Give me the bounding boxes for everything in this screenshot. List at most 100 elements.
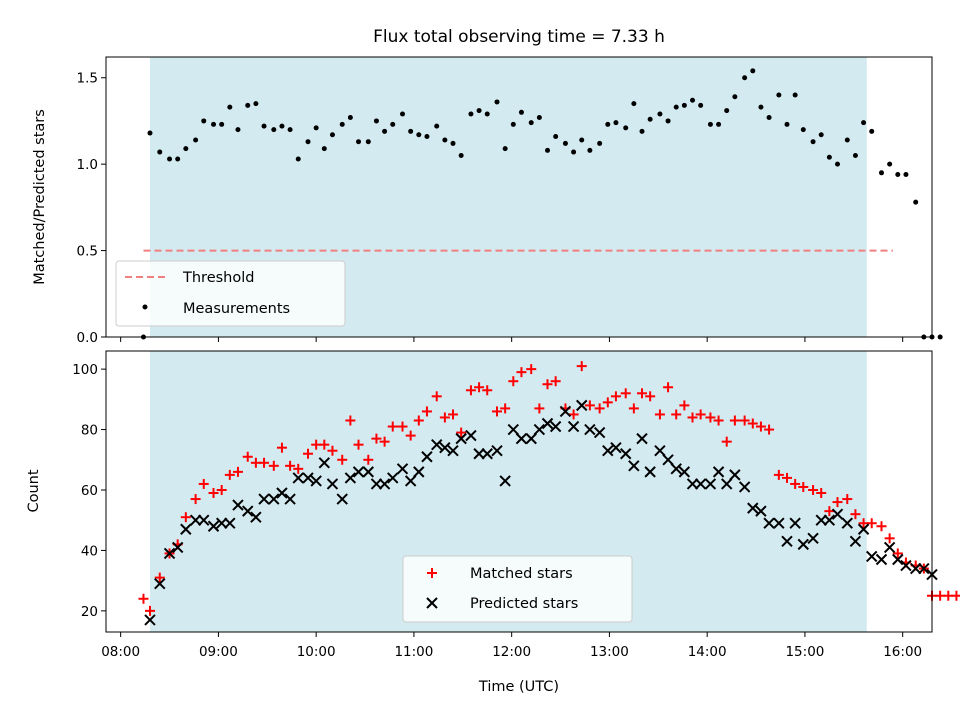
x-stroke: [370, 478, 383, 490]
predicted-star-point: [154, 577, 166, 590]
measurement-point: [716, 121, 722, 127]
predicted-star-point: [232, 499, 244, 511]
measurement-point: [313, 125, 319, 131]
predicted-star-point: [567, 420, 580, 433]
measurement-point: [305, 139, 311, 145]
matched-star-point: [808, 484, 819, 495]
x-stroke: [189, 514, 202, 526]
predicted-star-point: [344, 472, 357, 484]
x-stroke: [336, 493, 348, 505]
x-stroke: [276, 487, 288, 499]
matched-star-point: [500, 403, 511, 414]
x-stroke: [738, 481, 751, 493]
predicted-star-point: [823, 514, 836, 526]
predicted-star-point: [636, 432, 648, 445]
predicted-star-point: [712, 466, 725, 478]
x-stroke: [686, 478, 699, 490]
predicted-star-point: [875, 553, 888, 566]
matched-star-point: [397, 421, 408, 432]
predicted-star-point: [421, 451, 433, 463]
bottom-legend-box: [402, 555, 633, 623]
x-stroke: [318, 457, 331, 469]
measurement-point: [878, 170, 884, 176]
predicted-star-point: [694, 478, 707, 490]
legend-plus-marker: [427, 568, 437, 578]
matched-star-point: [782, 472, 793, 483]
predicted-star-point: [670, 463, 682, 475]
measurement-point: [408, 128, 414, 134]
measurement-point: [623, 125, 629, 131]
bottom-y-tick-label: 100: [72, 362, 98, 378]
matched-star-point: [713, 415, 724, 426]
predicted-star-point: [439, 441, 451, 454]
matched-star-point: [687, 412, 698, 423]
bottom-plot-area: [138, 361, 960, 626]
x-tick-label: 16:00: [883, 644, 922, 660]
matched-star-point: [832, 497, 843, 508]
measurement-point: [724, 108, 730, 114]
matched-star-point: [319, 439, 330, 450]
legend-x-marker: [426, 597, 438, 609]
top-panel: 0.0 0.5 1.0 1.5 Matched/Predicted stars Thr…: [32, 56, 943, 346]
predicted-star-point: [644, 466, 656, 478]
predicted-star-point: [378, 478, 391, 490]
predicted-star-point: [447, 445, 459, 457]
x-stroke: [773, 517, 785, 529]
x-stroke: [584, 423, 596, 436]
predicted-star-point: [628, 460, 640, 472]
predicted-star-point: [258, 493, 270, 505]
x-stroke: [144, 614, 156, 626]
x-stroke: [387, 472, 399, 484]
bottom-y-tick-label: 80: [81, 423, 98, 439]
measurement-point: [903, 172, 909, 178]
measurement-point: [175, 156, 181, 162]
matched-star-point: [198, 478, 209, 489]
x-stroke: [302, 472, 314, 484]
predicted-star-point: [242, 505, 254, 517]
bottom-panel: 20 40 60 80 100 08:00 09:00 10:00 11:00 12:00 13:…: [26, 350, 960, 695]
matched-star-point: [144, 605, 155, 616]
predicted-star-point: [250, 511, 262, 523]
matched-star-point: [421, 406, 432, 417]
x-tick-label: 10:00: [297, 644, 336, 660]
measurement-point: [373, 118, 379, 124]
predicted-star-point: [892, 553, 904, 566]
x-stroke: [849, 535, 862, 548]
top-y-tick-label: 0.5: [77, 244, 98, 260]
matched-star-point: [448, 409, 459, 420]
measurement-point: [587, 147, 593, 153]
predicted-star-point: [654, 445, 666, 457]
measurement-point: [937, 334, 943, 340]
x-tick-label: 13:00: [590, 644, 629, 660]
x-stroke: [593, 426, 606, 439]
measurement-point: [844, 137, 850, 143]
measurement-point: [261, 123, 267, 129]
predicted-star-point: [455, 432, 467, 445]
predicted-star-point: [721, 478, 733, 490]
top-y-tick-label: 0.0: [77, 330, 98, 346]
measurement-point: [167, 156, 173, 162]
measurement-point: [597, 140, 603, 146]
bottom-y-axis-label: Count: [26, 469, 42, 512]
x-stroke: [224, 517, 236, 529]
matched-star-point: [695, 409, 706, 420]
x-stroke: [789, 517, 801, 529]
measurement-point: [657, 111, 663, 117]
measurement-point: [279, 123, 285, 129]
matched-star-point: [138, 593, 149, 604]
x-stroke: [310, 475, 322, 487]
matched-star-point: [208, 488, 219, 499]
predicted-star-point: [207, 520, 220, 532]
measurement-point: [750, 68, 756, 74]
measurement-point: [321, 146, 327, 152]
predicted-star-point: [857, 523, 870, 535]
matched-star-point: [729, 415, 740, 426]
measurement-point: [382, 128, 388, 134]
measurement-point: [861, 120, 867, 126]
x-stroke: [866, 550, 878, 563]
matched-star-point: [534, 403, 545, 414]
matched-star-point: [824, 506, 835, 517]
bottom-y-tick-label: 40: [81, 543, 98, 559]
predicted-star-point: [789, 517, 801, 529]
